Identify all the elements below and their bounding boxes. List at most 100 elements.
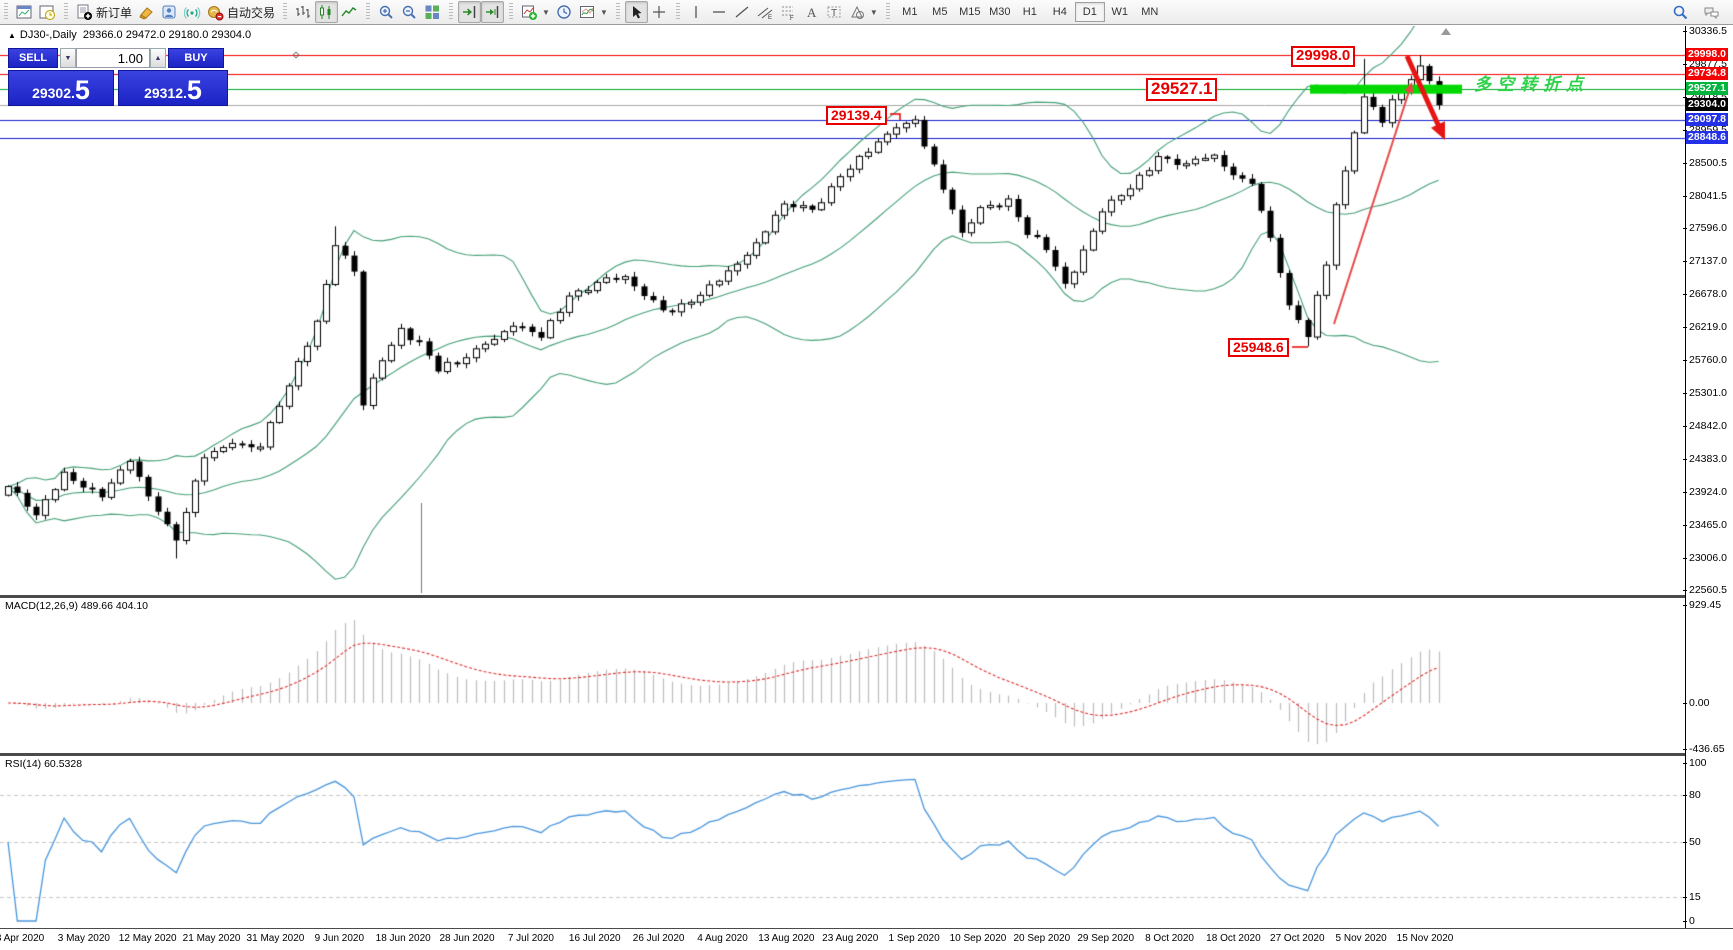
volume-increase-button[interactable]: ▲ — [150, 48, 166, 68]
panel-collapse-toggle[interactable]: ▲ — [8, 31, 16, 40]
volume-input[interactable]: 1.00 — [76, 48, 150, 68]
template-button[interactable]: ▼ — [576, 1, 611, 23]
zoom-in-button[interactable] — [375, 1, 398, 23]
symbol-name: DJ30-,Daily — [19, 29, 77, 41]
date-tick-label: 10 Sep 2020 — [949, 933, 1007, 944]
toolbar-drag-handle[interactable] — [615, 3, 620, 21]
channel-icon: E — [757, 4, 774, 21]
auto-scroll-button[interactable] — [458, 1, 482, 23]
toolbar-drag-handle[interactable] — [885, 3, 890, 21]
buy-price-main: 29312. — [144, 85, 187, 101]
chat-button[interactable] — [1700, 1, 1723, 23]
date-axis[interactable]: 3 Apr 2020 3 May 2020 12 May 2020 21 May 20… — [0, 929, 1685, 950]
toolbar-drag-handle[interactable] — [64, 3, 68, 21]
vline-button[interactable] — [685, 1, 708, 23]
hline-button[interactable] — [708, 1, 731, 23]
tile-windows-button[interactable] — [421, 1, 444, 23]
buy-price-display[interactable]: 29312. 5 — [118, 70, 228, 106]
timeframe-m1-button[interactable]: M1 — [902, 6, 918, 18]
market-watch-icon — [39, 4, 56, 21]
trendline-button[interactable] — [731, 1, 754, 23]
date-tick-label: 3 Apr 2020 — [0, 933, 45, 944]
price-annotation-box[interactable]: 29998.0 — [1291, 46, 1356, 67]
timeframe-h4-button[interactable]: H4 — [1052, 6, 1067, 18]
eraser-button[interactable] — [135, 1, 158, 23]
sell-price-display[interactable]: 29302. 5 — [8, 70, 114, 106]
autotrade-button[interactable]: 自动交易 — [204, 1, 278, 23]
timeframe-m30-button[interactable]: M30 — [989, 6, 1011, 18]
shapes-button[interactable]: ▼ — [846, 1, 881, 23]
signal-button[interactable] — [181, 1, 204, 23]
vline-icon — [688, 4, 705, 21]
date-tick-label: 8 Oct 2020 — [1145, 933, 1194, 944]
channel-button[interactable]: E — [754, 1, 777, 23]
price-tick-label: 22560.5 — [1683, 584, 1727, 597]
fibo-button[interactable]: F — [777, 1, 800, 23]
price-annotation-box[interactable]: 29527.1 — [1146, 78, 1218, 101]
volume-decrease-button[interactable]: ▼ — [60, 48, 76, 68]
svg-text:A: A — [807, 5, 817, 20]
profile-button[interactable] — [158, 1, 181, 23]
price-tick-label: 24383.0 — [1683, 453, 1727, 466]
date-tick-label: 18 Jun 2020 — [375, 933, 431, 944]
candles-chart-button[interactable] — [315, 1, 339, 23]
chart-shift-button[interactable] — [481, 1, 505, 23]
timeframe-h1-button[interactable]: H1 — [1022, 6, 1037, 18]
period-button[interactable] — [553, 1, 576, 23]
price-tag-label: 29304.0 — [1686, 98, 1728, 112]
zoom-out-button[interactable] — [398, 1, 421, 23]
zoom-in-icon — [378, 4, 395, 21]
toolbar-drag-handle[interactable] — [509, 3, 514, 21]
date-tick-label: 23 Aug 2020 — [822, 933, 879, 944]
timeframe-m5-button[interactable]: M5 — [932, 6, 948, 18]
price-tag-label: 29734.8 — [1686, 67, 1728, 81]
rsi-panel-separator[interactable] — [0, 753, 1733, 756]
crosshair-icon — [651, 4, 668, 21]
timeframe-mn-button[interactable]: MN — [1141, 6, 1159, 18]
price-tag-label: 29097.8 — [1686, 113, 1728, 127]
toolbar-drag-handle[interactable] — [675, 3, 680, 21]
price-annotation-box[interactable]: 25948.6 — [1228, 338, 1289, 358]
label-button[interactable]: T — [823, 1, 846, 23]
timeframe-w1-button[interactable]: W1 — [1111, 6, 1129, 18]
toolbar-drag-handle[interactable] — [283, 3, 288, 21]
buy-button[interactable]: BUY — [168, 48, 224, 68]
date-tick-label: 7 Jul 2020 — [507, 933, 554, 944]
toolbar-drag-handle[interactable] — [366, 3, 371, 21]
sell-button[interactable]: SELL — [8, 48, 58, 68]
timeframe-m15-button[interactable]: M15 — [959, 6, 981, 18]
text-button[interactable]: A — [800, 1, 823, 23]
tile-windows-icon — [424, 4, 441, 21]
cursor-icon — [628, 4, 645, 21]
price-tick-label: 28500.5 — [1683, 157, 1727, 169]
bull-bear-turning-point-note[interactable]: 多空转折点 — [1474, 75, 1589, 94]
macd-chart-canvas[interactable] — [0, 598, 1686, 753]
macd-panel-separator[interactable] — [0, 595, 1733, 598]
toolbar-drag-handle[interactable] — [449, 3, 454, 21]
chart-window-button[interactable] — [13, 1, 36, 23]
timeframe-d1-button[interactable]: D1 — [1074, 2, 1105, 22]
date-tick-label: 27 Oct 2020 — [1270, 933, 1325, 944]
trendline-icon — [734, 4, 751, 21]
price-annotation-box[interactable]: 29139.4 — [826, 106, 887, 126]
price-axis[interactable]: 30336.529877.529418.528959.528500.528041… — [1682, 25, 1733, 928]
price-tag-label: 29998.0 — [1686, 48, 1728, 62]
cursor-button[interactable] — [624, 1, 648, 23]
line-chart-button[interactable] — [338, 1, 361, 23]
market-watch-button[interactable] — [36, 1, 59, 23]
new-order-button[interactable]: 新订单 — [73, 1, 135, 23]
price-tag-label: 28848.6 — [1686, 130, 1728, 144]
crosshair-button[interactable] — [648, 1, 671, 23]
date-tick-label: 5 Nov 2020 — [1335, 933, 1387, 944]
toolbar-drag-handle[interactable] — [4, 3, 8, 21]
indicators-button[interactable]: ▼ — [518, 1, 553, 23]
chart-shift-marker[interactable] — [1441, 28, 1451, 35]
rsi-chart-canvas[interactable] — [0, 756, 1686, 928]
price-tick-label: 27137.0 — [1683, 255, 1727, 268]
template-icon — [579, 4, 596, 21]
bars-chart-button[interactable] — [292, 1, 315, 23]
chevron-down-icon: ▼ — [542, 7, 550, 17]
line-chart-icon — [341, 4, 358, 21]
search-button[interactable] — [1669, 1, 1692, 23]
sell-price-last-digit: 5 — [74, 75, 90, 106]
